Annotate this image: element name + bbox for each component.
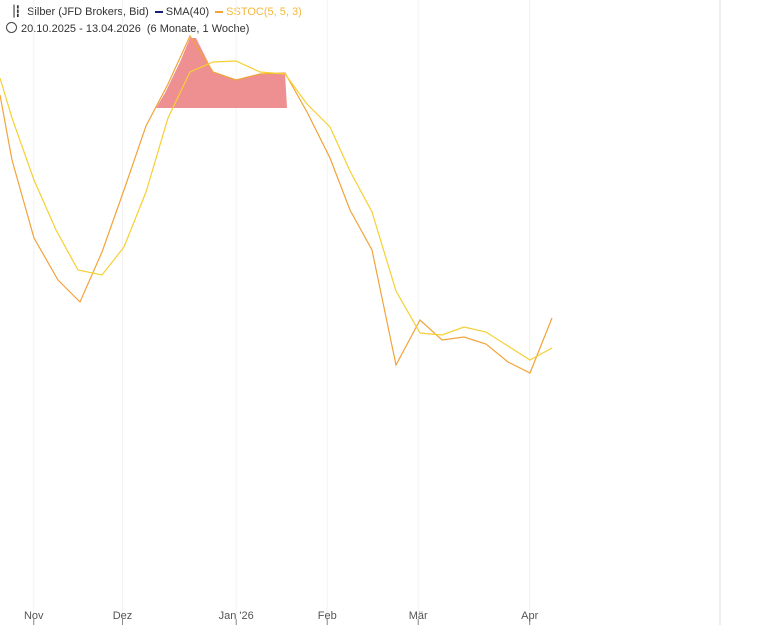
sstoc-label: SSTOC(5, 5, 3) (226, 6, 302, 18)
axis-layer: 44,00048,00052,00056,00060,00064,00070,0… (24, 610, 539, 625)
sstoc-d-line (0, 60, 553, 361)
sma-label: SMA(40) (165, 6, 210, 18)
instrument-label: Silber (JFD Brokers, Bid) (27, 6, 149, 18)
x-tick-label-2: Jan '26 (219, 610, 254, 622)
sstoc-swatch (215, 11, 224, 14)
sstoc-legend: SSTOC(5, 5, 3) (215, 6, 302, 18)
grid-layer (33, 0, 721, 625)
chart-header-line-2: 20.10.2025 - 13.04.2026 (6 Monate, 1 Woch… (6, 22, 255, 35)
period-note: (6 Monate, 1 Woche) (146, 23, 250, 35)
x-tick-label-4: Mär (409, 610, 428, 622)
clock-icon (6, 22, 17, 33)
chart-header-line-1: ▕┇ Silber (JFD Brokers, Bid) SMA(40) SSTOC(… (6, 5, 308, 18)
sma-swatch (154, 11, 163, 14)
x-tick-label-0: Nov (24, 610, 44, 622)
sma-legend: SMA(40) (154, 6, 210, 18)
candle-icon: ▕┇ (6, 6, 22, 18)
period-label: 20.10.2025 - 13.04.2026 (21, 23, 141, 35)
sstoc-overbought-fill (156, 38, 287, 108)
x-tick-label-3: Feb (318, 610, 337, 622)
x-tick-label-1: Dez (113, 610, 133, 622)
sstoc-layer (0, 34, 553, 374)
x-tick-label-5: Apr (521, 610, 538, 622)
